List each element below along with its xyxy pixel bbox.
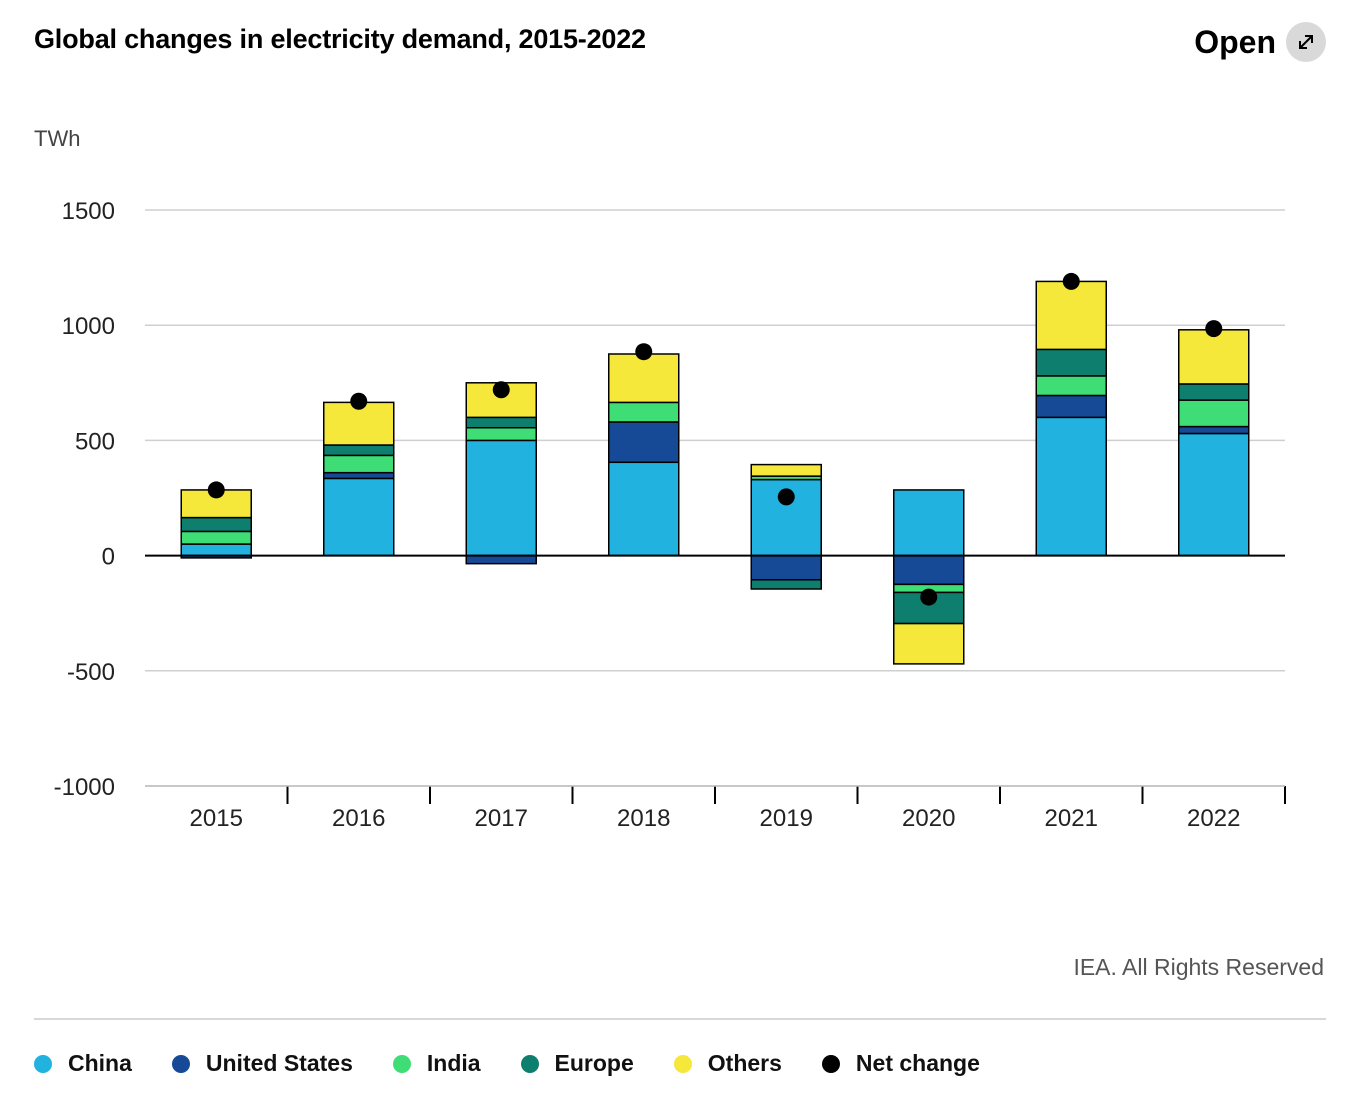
net-change-point bbox=[1062, 272, 1080, 290]
bar-segment-china bbox=[465, 439, 537, 557]
bar-segment-united-states bbox=[893, 554, 965, 586]
bar-segment-india bbox=[323, 454, 395, 474]
bar-segment-others bbox=[1035, 280, 1107, 351]
credits-text: IEA. All Rights Reserved bbox=[1073, 954, 1324, 980]
bar-segment-china bbox=[1178, 432, 1250, 557]
x-tick-label: 2017 bbox=[475, 805, 528, 832]
legend-divider bbox=[34, 1018, 1326, 1020]
legend-swatch bbox=[171, 1054, 190, 1073]
bar-segment-united-states bbox=[1035, 394, 1107, 419]
bar-segment-europe bbox=[1178, 383, 1250, 401]
net-change-point bbox=[777, 488, 795, 506]
y-tick-label: 1000 bbox=[62, 313, 115, 340]
legend-swatch bbox=[673, 1054, 692, 1073]
legend-item-india[interactable]: India bbox=[392, 1050, 481, 1077]
net-change-point bbox=[1205, 320, 1223, 338]
bar-segment-united-states bbox=[465, 554, 537, 565]
net-change-point bbox=[635, 343, 653, 361]
open-button[interactable]: Open bbox=[1194, 20, 1326, 64]
x-tick-label: 2015 bbox=[190, 805, 243, 832]
bar-segment-india bbox=[180, 530, 252, 545]
legend-label: Europe bbox=[554, 1050, 634, 1076]
x-tick-label: 2018 bbox=[617, 805, 670, 832]
bar-segment-others bbox=[893, 622, 965, 665]
legend-label: India bbox=[426, 1050, 481, 1076]
net-change-point bbox=[207, 481, 225, 499]
legend-swatch bbox=[821, 1054, 840, 1073]
stacked-bar-chart: 1500 1000 500 0 -500 -1000 2015 2016 2017 2018 201… bbox=[54, 198, 1286, 832]
y-tick-label: -1000 bbox=[54, 774, 115, 801]
bar-segment-india bbox=[608, 401, 680, 423]
bar-segment-china bbox=[180, 543, 252, 557]
x-tick-label: 2019 bbox=[760, 805, 813, 832]
y-tick-label: 1500 bbox=[62, 198, 115, 225]
x-tick-label: 2022 bbox=[1187, 805, 1240, 832]
bar-segment-europe bbox=[180, 516, 252, 533]
x-tick-label: 2016 bbox=[332, 805, 385, 832]
bar-segment-united-states bbox=[1178, 425, 1250, 435]
bar-segment-europe bbox=[465, 416, 537, 429]
chart-legend: China United States India Europe Others Net c… bbox=[34, 1050, 980, 1077]
net-change-point bbox=[350, 392, 368, 410]
bar-segment-china bbox=[893, 489, 965, 557]
bar-segment-india bbox=[1178, 399, 1250, 428]
x-tick-label: 2021 bbox=[1045, 805, 1098, 832]
bar-segment-europe bbox=[1035, 348, 1107, 377]
bar-segment-others bbox=[1178, 329, 1250, 385]
legend-item-united-states[interactable]: United States bbox=[171, 1050, 353, 1077]
open-button-label: Open bbox=[1194, 23, 1276, 60]
expand-arrows-icon bbox=[1286, 22, 1326, 62]
legend-swatch bbox=[34, 1054, 52, 1073]
bar-segment-europe bbox=[750, 579, 822, 590]
legend-swatch bbox=[520, 1054, 539, 1073]
y-axis-unit-label: TWh bbox=[34, 126, 81, 151]
bar-segment-united-states bbox=[608, 421, 680, 464]
bar-segment-others bbox=[608, 353, 680, 404]
y-tick-label: 500 bbox=[75, 428, 115, 455]
legend-label: United States bbox=[205, 1050, 353, 1076]
legend-label: China bbox=[68, 1050, 132, 1076]
net-change-point bbox=[492, 381, 510, 399]
x-tick-label: 2020 bbox=[902, 805, 955, 832]
bar-segment-united-states bbox=[750, 554, 822, 581]
legend-label: Others bbox=[707, 1050, 782, 1076]
legend-item-china[interactable]: China bbox=[34, 1050, 132, 1077]
chart-title: Global changes in electricity demand, 20… bbox=[34, 24, 646, 54]
bar-segment-india bbox=[465, 426, 537, 442]
bar-segment-china bbox=[323, 477, 395, 557]
bar-segment-china bbox=[1035, 416, 1107, 557]
bar-segment-europe bbox=[323, 444, 395, 457]
bar-segment-others bbox=[750, 463, 822, 477]
legend-label: Net change bbox=[855, 1050, 980, 1076]
bar-segment-china bbox=[608, 461, 680, 557]
legend-item-others[interactable]: Others bbox=[673, 1050, 782, 1077]
y-tick-label: -500 bbox=[67, 659, 115, 686]
legend-item-net-change[interactable]: Net change bbox=[821, 1050, 980, 1077]
legend-swatch bbox=[392, 1054, 411, 1073]
y-tick-label: 0 bbox=[102, 544, 115, 571]
net-change-point bbox=[920, 588, 938, 606]
bar-segment-india bbox=[1035, 375, 1107, 397]
bar-segment-united-states bbox=[323, 471, 395, 480]
legend-item-europe[interactable]: Europe bbox=[520, 1050, 634, 1077]
